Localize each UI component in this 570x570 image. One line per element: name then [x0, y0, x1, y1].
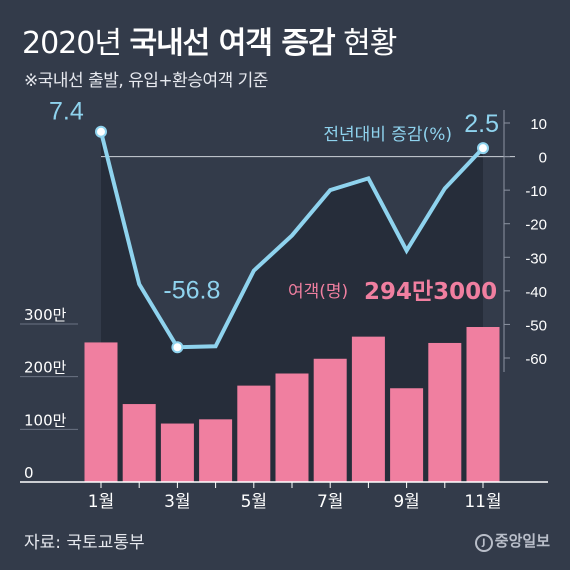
- line-value-label: 7.4: [49, 98, 84, 126]
- right-axis-tick-label: -20: [525, 217, 547, 234]
- right-axis-tick-label: -50: [525, 317, 547, 334]
- x-axis-tick-label: 7월: [317, 492, 343, 512]
- left-axis-tick-label: 300만: [24, 306, 67, 324]
- bar: [237, 385, 271, 482]
- title-suffix: 현황: [334, 26, 397, 61]
- bar: [313, 358, 347, 482]
- x-axis-tick-label: 3월: [164, 492, 190, 512]
- line-point-marker: [95, 125, 107, 138]
- bar: [466, 327, 500, 482]
- bar: [122, 404, 156, 482]
- line-value-label: 2.5: [464, 110, 499, 138]
- bar: [199, 419, 233, 482]
- right-axis-tick-label: -40: [525, 284, 547, 301]
- line-series: [99, 131, 485, 350]
- bar: [160, 423, 194, 482]
- line-series-label: 전년대비 증감(%): [323, 125, 452, 145]
- right-axis-tick-label: 0: [539, 150, 547, 167]
- chart-title: 2020년 국내선 여객 증감 현황: [22, 18, 397, 62]
- publisher-logo: J 중앙일보: [474, 530, 550, 552]
- x-axis-tick-label: 1월: [88, 492, 114, 512]
- bar: [390, 388, 424, 482]
- left-axis-tick-label: 200만: [24, 359, 67, 377]
- right-axis-tick-label: 10: [530, 116, 547, 133]
- right-axis-tick-label: -30: [525, 250, 547, 267]
- logo-icon: J: [474, 534, 493, 552]
- title-year: 2020년: [22, 26, 130, 61]
- bar-highlight-value: 294만3000: [364, 279, 497, 305]
- bar: [428, 342, 462, 482]
- x-axis-tick-label: 11월: [464, 492, 501, 512]
- left-axis-tick-label: 100만: [24, 411, 67, 429]
- chart-subtitle: ※국내선 출발, 유입+환승여객 기준: [24, 71, 268, 91]
- bar: [275, 373, 309, 482]
- title-main: 국내선 여객 증감: [129, 26, 335, 61]
- right-axis-tick-label: -10: [525, 183, 547, 200]
- line-point-marker: [477, 142, 489, 155]
- bar: [84, 342, 118, 482]
- logo-text: 중앙일보: [494, 532, 550, 550]
- x-axis-tick-label: 9월: [393, 492, 419, 512]
- line-point-marker: [171, 341, 184, 354]
- left-axis-tick-label: 0: [24, 464, 34, 482]
- line-shaded-area: [101, 131, 483, 482]
- source-note: 자료: 국토교통부: [24, 533, 145, 553]
- right-axis-tick-label: -60: [525, 351, 547, 368]
- bar-series-label: 여객(명): [288, 282, 348, 302]
- line-value-label: -56.8: [163, 276, 220, 304]
- bar: [351, 336, 385, 482]
- x-axis-tick-label: 5월: [241, 492, 267, 512]
